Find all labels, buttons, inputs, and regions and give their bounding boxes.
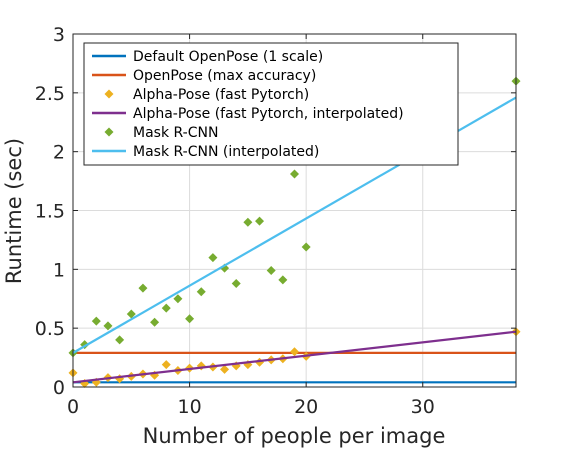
x-tick-label: 30 <box>411 396 435 418</box>
data-point <box>150 317 160 327</box>
y-tick-label: 0 <box>53 377 65 399</box>
legend-swatch <box>104 127 114 137</box>
x-tick-label: 0 <box>67 396 79 418</box>
data-point <box>185 314 195 324</box>
data-point <box>126 309 136 319</box>
x-axis-label: Number of people per image <box>143 424 446 448</box>
y-tick-label: 1 <box>53 259 65 281</box>
data-point <box>290 347 299 357</box>
data-point <box>290 169 299 179</box>
data-point <box>103 321 113 331</box>
plot-area <box>68 76 521 388</box>
series-points-4 <box>68 76 521 358</box>
legend: Default OpenPose (1 scale) OpenPose (max … <box>83 42 459 166</box>
y-tick-label: 0.5 <box>35 318 65 340</box>
legend-swatch <box>104 89 114 99</box>
x-tick-label: 10 <box>177 396 201 418</box>
x-tick-label: 20 <box>294 396 318 418</box>
data-point <box>278 275 288 285</box>
data-point <box>255 216 265 226</box>
legend-label: Mask R-CNN (interpolated) <box>133 144 319 160</box>
data-point <box>161 360 171 370</box>
data-point <box>161 303 171 313</box>
data-point <box>231 278 241 288</box>
data-point <box>220 364 230 374</box>
y-axis-label: Runtime (sec) <box>2 138 26 284</box>
data-point <box>115 335 125 345</box>
data-point <box>138 283 148 293</box>
legend-label: Default OpenPose (1 scale) <box>133 49 323 65</box>
data-point <box>243 217 253 227</box>
legend-label: Alpha-Pose (fast Pytorch, interpolated) <box>133 106 404 122</box>
legend-box <box>83 42 459 166</box>
data-point <box>196 287 206 297</box>
legend-label: Mask R-CNN <box>133 125 218 141</box>
data-point <box>266 266 276 276</box>
data-point <box>173 294 183 304</box>
y-tick-label: 3 <box>53 24 65 46</box>
y-tick-label: 1.5 <box>35 201 65 223</box>
y-tick-label: 2.5 <box>35 83 65 105</box>
legend-label: Alpha-Pose (fast Pytorch) <box>133 87 309 103</box>
axes: 0 10 20 30 0 0.5 1 1.5 2 2.5 3 <box>35 24 517 418</box>
legend-label: OpenPose (max accuracy) <box>133 68 316 84</box>
data-point <box>91 316 101 326</box>
series-line-3 <box>72 330 517 384</box>
data-point <box>208 253 218 263</box>
data-point <box>301 242 311 252</box>
y-tick-label: 2 <box>53 142 65 164</box>
